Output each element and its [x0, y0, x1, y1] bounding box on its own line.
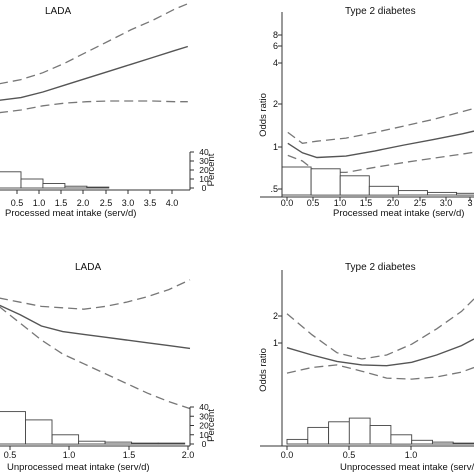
panel-title: Type 2 diabetes	[345, 6, 416, 17]
x-tick-label: 1.5	[55, 198, 68, 208]
histogram-bar	[310, 168, 341, 196]
histogram-bar	[20, 178, 44, 189]
histogram-bar	[64, 185, 88, 189]
panel-title: LADA	[45, 6, 71, 17]
histogram-y-tick-label: 20	[199, 165, 209, 175]
histogram-bar	[25, 419, 53, 445]
histogram-bar	[0, 411, 26, 445]
x-axis-label: Processed meat intake (serv/d)	[333, 208, 464, 219]
x-tick-label: 0.0	[281, 198, 294, 208]
histogram-bar	[0, 171, 22, 189]
histogram-bar	[281, 166, 312, 196]
histogram-bar	[427, 191, 458, 196]
y-tick-label: 8	[273, 30, 278, 40]
histogram-bar	[431, 441, 454, 445]
upper-ci-line	[286, 298, 474, 360]
panel-title: LADA	[75, 262, 101, 273]
y-axis-label: Odds ratio	[258, 348, 269, 392]
lower-ci-line	[0, 306, 191, 410]
x-tick-label: 1.0	[334, 198, 347, 208]
histogram-bar	[286, 438, 309, 445]
histogram-bar	[86, 186, 110, 189]
x-tick-label: 3.0	[122, 198, 135, 208]
histogram-y-tick-label: 20	[199, 421, 209, 431]
x-tick-label: 1.0	[405, 450, 418, 460]
x-axis-label: Unprocessed meat intake (serv/d)	[7, 462, 150, 473]
histogram-bar	[456, 192, 474, 196]
x-tick-label: 2.0	[182, 450, 195, 460]
x-tick-label: 1.0	[63, 450, 76, 460]
chart-panel-4: Type 2 diabetes 0.0 0.5 1.0 Unprocessed meat…	[258, 262, 474, 473]
x-tick-label: 0.5	[307, 198, 320, 208]
x-tick-label: 1.0	[33, 198, 46, 208]
x-tick-label: 2.5	[100, 198, 113, 208]
x-tick-label: 2.0	[387, 198, 400, 208]
histogram-bar	[339, 175, 370, 196]
histogram-bar	[348, 417, 371, 445]
lower-ci-line	[287, 151, 474, 174]
x-tick-label: 2.0	[77, 198, 90, 208]
y-axis-label: Odds ratio	[258, 93, 269, 137]
histogram-y-axis-label: Percent	[206, 153, 217, 186]
lower-ci-line	[286, 364, 474, 380]
y-tick-label: 1	[273, 338, 278, 348]
x-tick-label: 0.5	[11, 198, 24, 208]
y-tick-label: 2	[273, 311, 278, 321]
histogram-y-tick-label: 40	[199, 147, 209, 157]
histogram-bar	[328, 421, 350, 445]
histogram-bar	[369, 425, 392, 445]
histogram-y-tick-label: 40	[199, 402, 209, 412]
x-tick-label: 1.5	[123, 450, 136, 460]
panel-title: Type 2 diabetes	[345, 262, 416, 273]
x-tick-label: 4.0	[166, 198, 179, 208]
estimate-line	[0, 45, 189, 101]
histogram-bar	[78, 440, 106, 445]
histogram-y-tick-label: 0	[202, 183, 207, 193]
y-tick-label: .5	[270, 184, 278, 194]
histogram-bar	[104, 441, 133, 445]
x-tick-label: 0.5	[4, 450, 17, 460]
histogram-bar	[51, 434, 80, 445]
x-axis-label: Processed meat intake (serv/d)	[5, 208, 136, 219]
upper-ci-line	[0, 279, 191, 310]
y-tick-label: 4	[273, 58, 278, 68]
x-tick-label: 1.5	[360, 198, 373, 208]
x-tick-label: 2.5	[414, 198, 427, 208]
x-tick-label: 3.5	[144, 198, 157, 208]
lower-ci-line	[0, 100, 188, 114]
histogram-y-tick-label: 30	[199, 411, 209, 421]
histogram-bar	[390, 434, 413, 445]
histogram-bar	[411, 439, 433, 445]
chart-panel-3: LADA 0.5 1.0 1.5 2.0 Unprocessed meat intake …	[0, 262, 217, 473]
histogram-bar	[307, 426, 330, 445]
x-tick-label: 3.0	[440, 198, 453, 208]
y-tick-label: 1	[273, 142, 278, 152]
histogram-y-tick-label: 0	[202, 439, 207, 449]
histogram-y-tick-label: 10	[199, 430, 209, 440]
histogram-bar	[131, 442, 159, 445]
upper-ci-line	[0, 3, 189, 85]
y-tick-label: 6	[273, 41, 278, 51]
x-tick-label: 3	[467, 198, 472, 208]
estimate-line	[287, 130, 474, 159]
estimate-line	[0, 304, 191, 350]
histogram-y-tick-label: 30	[199, 156, 209, 166]
chart-panel-1: LADA 0.5 1.0 1.5 2.0 2.5 3.0 3.5 4.0 Processed me…	[0, 3, 217, 219]
histogram-bar	[368, 185, 399, 196]
x-tick-label: 0.5	[343, 450, 356, 460]
histogram-bar	[397, 190, 428, 196]
histogram-bar	[452, 442, 474, 445]
upper-ci-line	[287, 107, 474, 144]
x-axis-label: Unprocessed meat intake (serv/d)	[340, 462, 474, 473]
histogram-bar	[42, 183, 66, 189]
histogram-y-axis-label: Percent	[206, 409, 217, 442]
histogram-bar	[157, 442, 186, 445]
x-tick-label: 0.0	[281, 450, 294, 460]
y-tick-label: 2	[273, 99, 278, 109]
histogram-y-tick-label: 10	[199, 174, 209, 184]
estimate-line	[286, 338, 474, 367]
